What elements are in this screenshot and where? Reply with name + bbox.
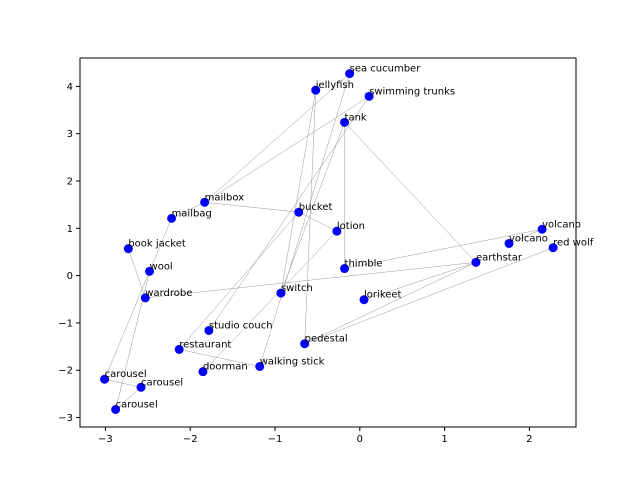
point-label: red wolf	[553, 238, 594, 249]
edge-line	[344, 122, 477, 263]
point-label: mailbag	[172, 208, 212, 219]
data-point	[145, 266, 155, 276]
point-label: sea cucumber	[350, 64, 422, 75]
edge-line	[508, 229, 543, 244]
y-tick-label: −2	[58, 366, 73, 377]
edge-line	[179, 212, 299, 350]
point-label: lorikeet	[364, 290, 402, 301]
y-tick-label: 2	[67, 177, 73, 188]
edge-line	[179, 349, 260, 367]
y-tick-label: −1	[58, 318, 73, 329]
point-label: volcano	[509, 233, 548, 244]
edge-line	[280, 122, 345, 294]
data-point	[345, 69, 355, 79]
point-label: carousel	[116, 399, 158, 410]
x-axis: −3 −2 −1 0 1 2	[98, 427, 533, 445]
plot-frame	[79, 57, 577, 428]
y-tick-label: 0	[67, 271, 73, 282]
data-point	[167, 213, 177, 223]
data-point	[359, 295, 369, 305]
data-point	[364, 91, 374, 101]
data-point	[204, 325, 214, 335]
point-label: bucket	[299, 202, 333, 213]
x-tick-label: 0	[357, 434, 363, 445]
data-point	[471, 257, 481, 267]
edge-line	[115, 387, 142, 410]
data-point	[537, 224, 547, 234]
y-tick-label: 4	[67, 82, 73, 93]
edge-line	[344, 229, 543, 269]
edge-line	[171, 202, 205, 219]
y-tick-label: 3	[67, 129, 73, 140]
edge-line	[304, 262, 477, 344]
x-tick-label: −2	[183, 434, 198, 445]
point-label: volcano	[542, 219, 581, 230]
point-label: studio couch	[209, 320, 273, 331]
edge-line	[304, 247, 554, 344]
edge-line	[128, 248, 146, 298]
point-label: carousel	[141, 377, 183, 388]
point-label: book jacket	[128, 239, 186, 250]
point-label: earthstar	[476, 252, 523, 263]
data-point	[332, 226, 342, 236]
x-tick-label: 1	[441, 434, 447, 445]
point-label: pedestal	[305, 334, 348, 345]
edge-line	[298, 211, 338, 232]
data-point	[123, 244, 133, 254]
data-point	[100, 374, 110, 384]
data-point	[255, 361, 265, 371]
data-point	[111, 404, 121, 414]
data-point	[276, 288, 286, 298]
point-label: walking stick	[260, 356, 325, 367]
data-point	[300, 339, 310, 349]
data-point	[136, 382, 146, 392]
edge-line	[202, 230, 338, 372]
points-layer	[100, 69, 558, 414]
y-tick-label: −3	[58, 413, 73, 424]
point-label: doorman	[203, 362, 248, 373]
edge-line	[208, 96, 370, 331]
edge-line	[204, 96, 370, 203]
x-tick-label: −1	[268, 434, 283, 445]
x-tick-label: −3	[98, 434, 113, 445]
edge-line	[304, 90, 316, 344]
edge-line	[104, 378, 142, 388]
edge-line	[204, 73, 350, 203]
edge-line	[363, 262, 477, 300]
data-point	[198, 367, 208, 377]
point-label: wool	[150, 261, 173, 272]
edge-line	[204, 202, 299, 213]
point-label: swimming trunks	[369, 86, 455, 97]
data-point	[340, 264, 350, 274]
data-point	[200, 197, 210, 207]
data-point	[140, 293, 150, 303]
point-label: mailbox	[205, 192, 245, 203]
point-label: tank	[345, 112, 367, 123]
edge-line	[104, 218, 172, 380]
point-label: lotion	[337, 221, 365, 232]
point-label: carousel	[105, 369, 147, 380]
labels-layer: sea cucumber jellyfish swimming trunks tank…	[105, 64, 594, 411]
data-point	[294, 207, 304, 217]
y-axis: −3 −2 −1 0 1 2 3 4	[58, 82, 80, 424]
y-tick-label: 1	[67, 224, 73, 235]
edge-line	[259, 73, 350, 367]
data-point	[340, 117, 350, 127]
data-point	[548, 243, 558, 253]
point-label: jellyfish	[315, 80, 354, 91]
x-tick-label: 2	[526, 434, 532, 445]
point-label: wardrobe	[145, 288, 192, 299]
edges-layer	[104, 73, 554, 410]
point-label: restaurant	[179, 339, 231, 350]
edge-line	[145, 262, 476, 299]
point-label: thimble	[345, 259, 383, 270]
edge-line	[280, 90, 316, 294]
data-point	[174, 344, 184, 354]
point-label: switch	[281, 283, 313, 294]
data-point	[504, 238, 514, 248]
data-point	[311, 85, 321, 95]
